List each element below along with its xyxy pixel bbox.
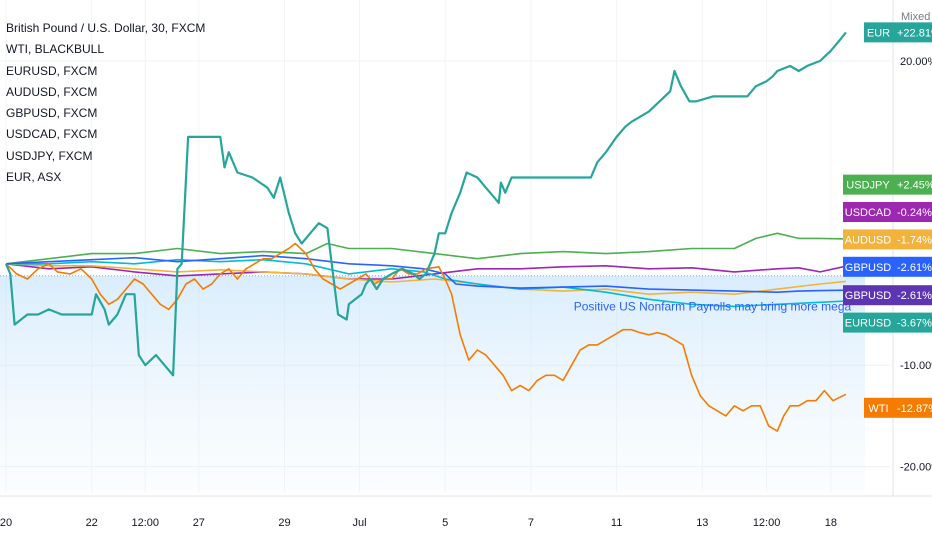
legend-item-wti[interactable]: WTI, BLACKBULL [6, 42, 105, 57]
time-scale[interactable]: 20 22 12:00 27 29 Jul 5 7 11 13 12:00 18 [0, 495, 932, 529]
legend-item-audusd[interactable]: AUDUSD, FXCM [6, 84, 98, 99]
scale-mode-label[interactable]: Mixed [901, 11, 930, 23]
legend-item-usdjpy[interactable]: USDJPY, FXCM [6, 148, 93, 163]
end-tag-symbol-box [864, 397, 893, 418]
end-tag-gbpusd-4[interactable]: GBPUSD -2.61% [843, 256, 932, 277]
end-tag-symbol-box [843, 312, 893, 333]
end-tag-value: -12.87% [897, 403, 932, 415]
x-tick-label-7: 7 [528, 517, 534, 529]
legend-item-usdcad[interactable]: USDCAD, FXCM [6, 127, 98, 142]
end-tag-symbol-box [843, 202, 893, 223]
end-tag-symbol: EURUSD [845, 318, 892, 330]
end-tag-value: -2.61% [897, 262, 932, 274]
x-tick-label-9: 13 [696, 517, 708, 529]
main-area-fill [0, 275, 865, 492]
end-tag-symbol-box [843, 256, 893, 277]
main-series-area [0, 275, 865, 492]
end-tag-symbol: AUDUSD [845, 234, 892, 246]
end-tag-value-box [893, 397, 932, 418]
y-tick-label-2: -20.00% [900, 462, 932, 474]
legend-item-eurusd[interactable]: EURUSD, FXCM [6, 63, 98, 78]
legend-item-eur[interactable]: EUR, ASX [6, 170, 62, 185]
end-tag-wti-7[interactable]: WTI -12.87% [864, 397, 932, 418]
end-tag-usdjpy-1[interactable]: USDJPY +2.45% [843, 174, 932, 195]
series-line-usdcad[interactable] [5, 263, 847, 280]
end-tag-symbol-box [864, 22, 893, 43]
x-tick-label-2: 12:00 [131, 517, 159, 529]
x-tick-label-5: Jul [352, 517, 366, 529]
x-tick-label-6: 5 [442, 517, 448, 529]
end-tag-value-box [893, 256, 932, 277]
end-tag-symbol-box [843, 229, 893, 250]
end-tag-value-box [893, 22, 932, 43]
end-tag-value-box [893, 285, 932, 306]
series-line-eur[interactable] [4, 31, 847, 377]
x-tick-label-8: 11 [611, 517, 622, 529]
end-tag-usdcad-2[interactable]: USDCAD -0.24% [843, 202, 932, 223]
x-tick-label-11: 18 [825, 517, 837, 529]
end-value-tags: EUR +22.81% USDJPY +2.45% USDCAD -0.24% AUDUSD… [843, 22, 932, 418]
series-lines [4, 31, 847, 432]
end-tag-value-box [893, 229, 932, 250]
x-tick-label-4: 29 [278, 517, 290, 529]
end-tag-symbol: WTI [868, 403, 888, 415]
end-tag-symbol: EUR [867, 27, 890, 39]
end-tag-symbol: USDJPY [846, 180, 890, 192]
end-tag-symbol: GBPUSD [845, 262, 892, 274]
series-line-audusd[interactable] [5, 263, 846, 295]
x-tick-label-10: 12:00 [753, 517, 781, 529]
x-tick-label-0: 20 [0, 517, 12, 529]
end-tag-value-box [893, 202, 932, 223]
y-tick-label-0: 20.00% [900, 56, 932, 68]
end-tag-eurusd-6[interactable]: EURUSD -3.67% [843, 312, 932, 333]
series-line-gbpusd[interactable] [5, 254, 846, 293]
series-line-wti[interactable] [5, 242, 847, 432]
news-headline[interactable]: Positive US Nonfarm Payrolls may bring m… [574, 299, 852, 313]
end-tag-symbol-box [843, 285, 893, 306]
x-tick-label-3: 27 [193, 517, 205, 529]
series-line-usdjpy[interactable] [5, 232, 846, 265]
end-tag-symbol: USDCAD [845, 207, 892, 219]
end-tag-value-box [893, 312, 932, 333]
legend-item-gbpusd[interactable]: GBPUSD, FXCM [6, 106, 98, 121]
end-tag-eur-0[interactable]: EUR +22.81% [864, 22, 932, 43]
symbol-legend: British Pound / U.S. Dollar, 30, FXCM WT… [6, 18, 205, 188]
end-tag-gbpusd-5[interactable]: GBPUSD -2.61% [843, 285, 932, 306]
end-tag-value: +2.45% [897, 180, 932, 192]
y-tick-label-1: -10.00% [900, 360, 932, 372]
end-tag-value: -1.74% [897, 234, 932, 246]
legend-item-main[interactable]: British Pound / U.S. Dollar, 30, FXCM [6, 21, 206, 35]
end-tag-symbol: GBPUSD [845, 290, 892, 302]
end-tag-value: -0.24% [897, 207, 932, 219]
x-tick-label-1: 22 [86, 517, 98, 529]
end-tag-value: -2.61% [897, 290, 932, 302]
end-tag-value-box [893, 174, 932, 195]
end-tag-audusd-3[interactable]: AUDUSD -1.74% [843, 229, 932, 250]
end-tag-value: -3.67% [897, 318, 932, 330]
end-tag-value: +22.81% [897, 27, 932, 39]
end-tag-symbol-box [843, 174, 893, 195]
